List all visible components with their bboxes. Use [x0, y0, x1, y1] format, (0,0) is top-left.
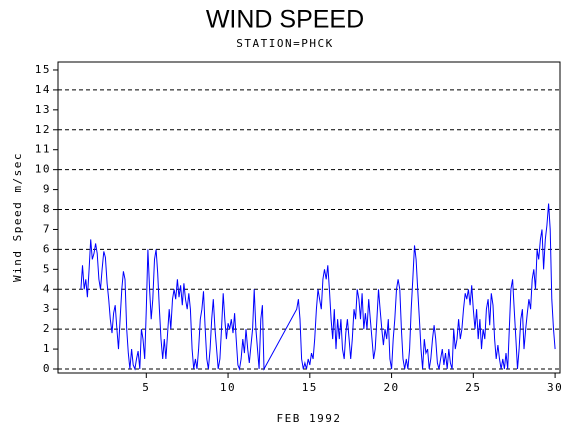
y-tick-label: 0: [43, 362, 51, 375]
y-tick-label: 8: [43, 203, 51, 216]
plot-frame: [57, 61, 561, 374]
y-tick-label: 2: [43, 322, 51, 335]
y-tick-label: 7: [43, 222, 51, 235]
x-tick-label: 10: [220, 381, 236, 394]
x-tick-label: 25: [465, 381, 481, 394]
y-tick-label: 13: [35, 103, 51, 116]
y-tick-label: 11: [35, 143, 51, 156]
x-tick-label: 15: [302, 381, 318, 394]
y-tick-label: 1: [43, 342, 51, 355]
chart-subtitle: STATION=PHCK: [236, 37, 333, 50]
y-tick-label: 15: [35, 63, 51, 76]
data-line: [80, 203, 556, 371]
chart-title: WIND SPEED: [206, 6, 364, 34]
y-tick-label: 6: [43, 242, 51, 255]
y-tick-label: 14: [35, 83, 51, 96]
y-tick-label: 3: [43, 302, 51, 315]
x-axis-label: FEB 1992: [277, 412, 342, 425]
y-tick-label: 5: [43, 262, 51, 275]
x-tick-label: 5: [142, 381, 150, 394]
y-tick-label: 10: [35, 163, 51, 176]
y-axis-label: Wind Speed m/sec: [11, 152, 24, 282]
y-tick-label: 12: [35, 123, 51, 136]
x-tick-label: 30: [547, 381, 563, 394]
y-tick-label: 4: [43, 282, 51, 295]
y-tick-label: 9: [43, 183, 51, 196]
x-tick-label: 20: [383, 381, 399, 394]
